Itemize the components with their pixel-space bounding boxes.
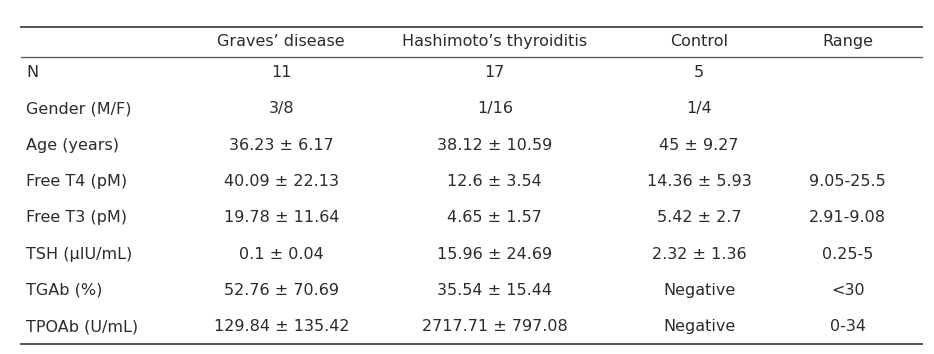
Text: 0.25-5: 0.25-5 — [822, 247, 873, 262]
Text: <30: <30 — [831, 283, 865, 298]
Text: 129.84 ± 135.42: 129.84 ± 135.42 — [214, 319, 349, 334]
Text: 36.23 ± 6.17: 36.23 ± 6.17 — [229, 138, 333, 153]
Text: 4.65 ± 1.57: 4.65 ± 1.57 — [447, 210, 543, 225]
Text: Free T4 (pM): Free T4 (pM) — [26, 174, 127, 189]
Text: 17: 17 — [485, 65, 505, 80]
Text: Gender (M/F): Gender (M/F) — [26, 101, 132, 116]
Text: Range: Range — [822, 34, 873, 49]
Text: 5.42 ± 2.7: 5.42 ± 2.7 — [657, 210, 742, 225]
Text: Negative: Negative — [663, 283, 735, 298]
Text: 52.76 ± 70.69: 52.76 ± 70.69 — [224, 283, 339, 298]
Text: 14.36 ± 5.93: 14.36 ± 5.93 — [646, 174, 752, 189]
Text: TGAb (%): TGAb (%) — [26, 283, 103, 298]
Text: Graves’ disease: Graves’ disease — [218, 34, 346, 49]
Text: 0.1 ± 0.04: 0.1 ± 0.04 — [239, 247, 324, 262]
Text: 15.96 ± 24.69: 15.96 ± 24.69 — [437, 247, 552, 262]
Text: 1/4: 1/4 — [686, 101, 712, 116]
Text: 1/16: 1/16 — [477, 101, 513, 116]
Text: 19.78 ± 11.64: 19.78 ± 11.64 — [223, 210, 339, 225]
Text: Age (years): Age (years) — [26, 138, 119, 153]
Text: N: N — [26, 65, 38, 80]
Text: 45 ± 9.27: 45 ± 9.27 — [659, 138, 739, 153]
Text: 11: 11 — [271, 65, 291, 80]
Text: 35.54 ± 15.44: 35.54 ± 15.44 — [437, 283, 552, 298]
Text: Hashimoto’s thyroiditis: Hashimoto’s thyroiditis — [403, 34, 587, 49]
Text: Negative: Negative — [663, 319, 735, 334]
Text: 3/8: 3/8 — [268, 101, 294, 116]
Text: 38.12 ± 10.59: 38.12 ± 10.59 — [437, 138, 553, 153]
Text: 40.09 ± 22.13: 40.09 ± 22.13 — [224, 174, 339, 189]
Text: 2.32 ± 1.36: 2.32 ± 1.36 — [652, 247, 746, 262]
Text: 12.6 ± 3.54: 12.6 ± 3.54 — [447, 174, 543, 189]
Text: 2717.71 ± 797.08: 2717.71 ± 797.08 — [422, 319, 568, 334]
Text: 5: 5 — [694, 65, 704, 80]
Text: TPOAb (U/mL): TPOAb (U/mL) — [26, 319, 138, 334]
Text: Control: Control — [670, 34, 729, 49]
Text: TSH (μIU/mL): TSH (μIU/mL) — [26, 247, 133, 262]
Text: 2.91-9.08: 2.91-9.08 — [809, 210, 886, 225]
Text: 0-34: 0-34 — [829, 319, 866, 334]
Text: Free T3 (pM): Free T3 (pM) — [26, 210, 127, 225]
Text: 9.05-25.5: 9.05-25.5 — [809, 174, 886, 189]
